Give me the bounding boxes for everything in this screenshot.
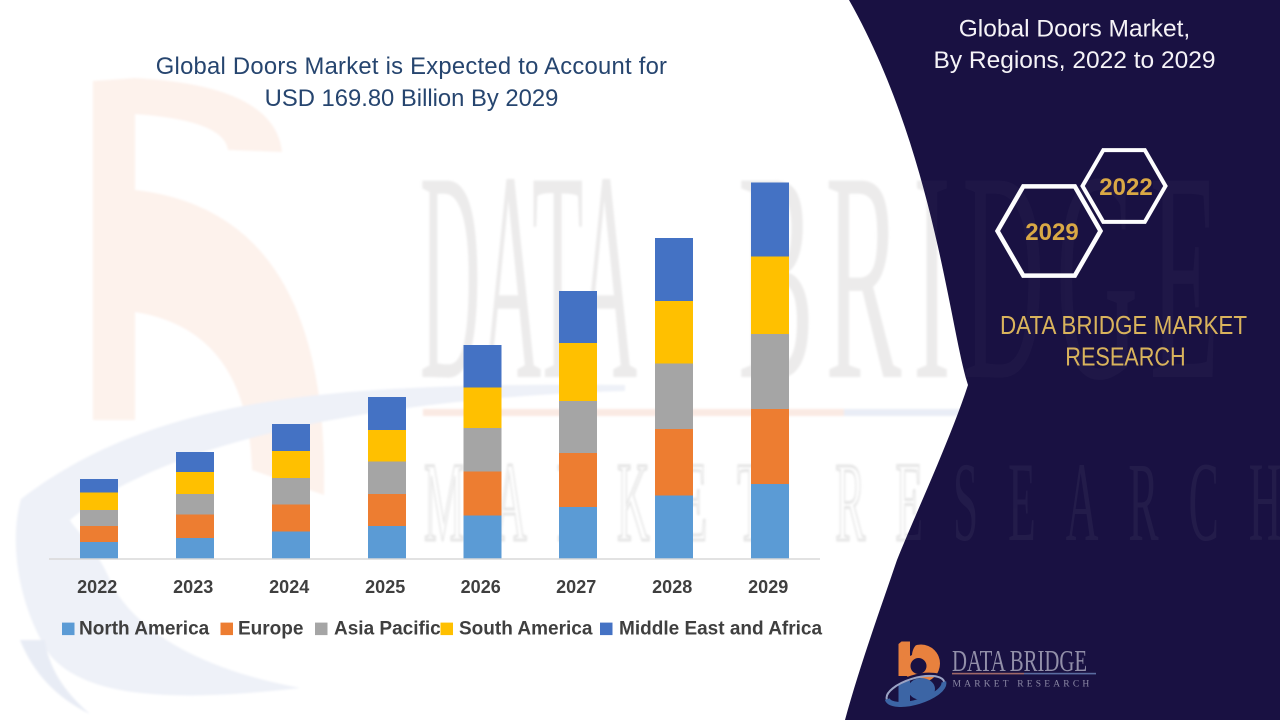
svg-text:2027: 2027 <box>556 577 596 597</box>
svg-text:MARKET RESEARCH: MARKET RESEARCH <box>953 680 1093 690</box>
svg-text:2029: 2029 <box>748 577 788 597</box>
svg-text:North America: North America <box>79 619 210 640</box>
svg-text:2025: 2025 <box>365 577 405 597</box>
svg-text:2023: 2023 <box>173 577 213 597</box>
svg-text:DATA: DATA <box>420 110 637 442</box>
svg-text:RESEARCH: RESEARCH <box>1065 344 1185 372</box>
svg-text:DATA BRIDGE MARKET: DATA BRIDGE MARKET <box>1000 312 1247 341</box>
svg-text:2026: 2026 <box>461 577 501 597</box>
svg-text:Europe: Europe <box>238 619 303 640</box>
svg-text:2022: 2022 <box>77 577 117 597</box>
svg-text:2022: 2022 <box>1099 174 1152 201</box>
svg-text:DATA BRIDGE: DATA BRIDGE <box>952 643 1087 678</box>
svg-text:Global Doors Market is Expecte: Global Doors Market is Expected to Accou… <box>156 53 667 80</box>
svg-text:2028: 2028 <box>652 577 692 597</box>
svg-text:Asia Pacific: Asia Pacific <box>334 619 441 640</box>
svg-text:2024: 2024 <box>269 577 309 597</box>
svg-text:Global Doors Market,: Global Doors Market, <box>959 16 1190 43</box>
svg-text:USD 169.80 Billion By 2029: USD 169.80 Billion By 2029 <box>265 85 559 112</box>
svg-text:By Regions, 2022 to 2029: By Regions, 2022 to 2029 <box>934 47 1216 74</box>
svg-text:South America: South America <box>459 619 593 640</box>
svg-text:2029: 2029 <box>1025 219 1078 246</box>
svg-text:Middle East and Africa: Middle East and Africa <box>619 619 822 640</box>
